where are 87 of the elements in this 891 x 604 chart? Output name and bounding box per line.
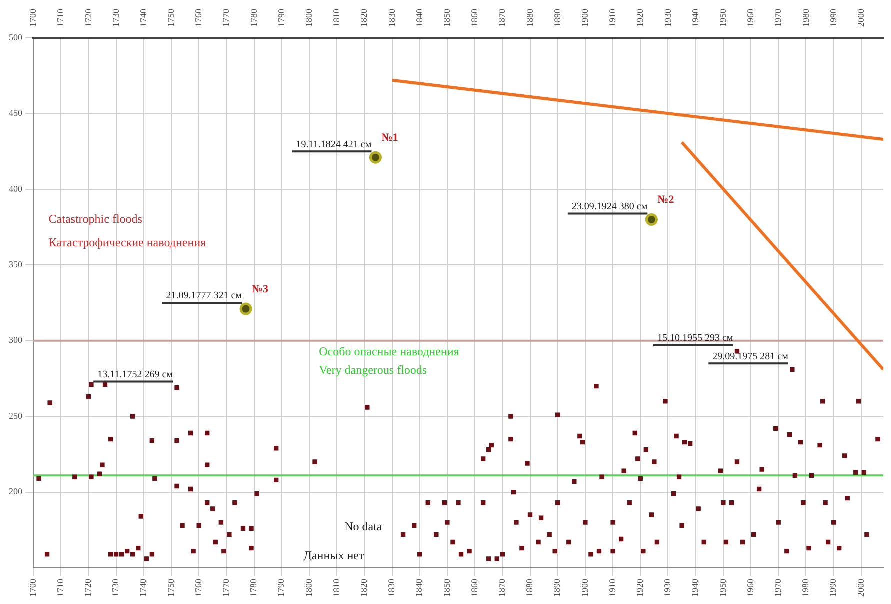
x2-tick-label: 1860 bbox=[469, 578, 480, 597]
x2-tick-label: 2000 bbox=[856, 578, 866, 597]
x-tick-label: 1910 bbox=[608, 8, 618, 27]
x-tick-label: 1750 bbox=[166, 8, 176, 27]
point bbox=[645, 213, 658, 226]
x2-tick-label: 1920 bbox=[635, 578, 645, 597]
point bbox=[369, 151, 382, 164]
annotation: №1 bbox=[382, 132, 398, 144]
x-tick-label: 1890 bbox=[552, 8, 562, 27]
annotation: №2 bbox=[658, 194, 675, 206]
x2-tick-label: 1820 bbox=[359, 578, 370, 597]
annotation: Катастрофические наводнения bbox=[48, 235, 207, 250]
x2-tick-label: 1710 bbox=[55, 578, 66, 597]
annotation: No data bbox=[344, 519, 383, 534]
annotation: Catastrophic floods bbox=[48, 212, 143, 226]
x2-tick-label: 1800 bbox=[304, 578, 314, 597]
x2-tick-label: 1870 bbox=[497, 578, 508, 597]
x-tick-label: 1770 bbox=[221, 8, 232, 27]
x2-tick-label: 1900 bbox=[580, 578, 590, 597]
x2-tick-label: 1790 bbox=[276, 578, 286, 597]
annotation: 15.10.1955 293 см bbox=[657, 333, 734, 344]
x2-tick-label: 1760 bbox=[193, 578, 204, 597]
annotation: Данных нет bbox=[304, 548, 365, 562]
x-tick-label: 1730 bbox=[110, 8, 121, 27]
annotation: 29.09.1975 281 см bbox=[712, 351, 790, 362]
x-tick-label: 1990 bbox=[828, 8, 838, 27]
x2-tick-label: 1880 bbox=[524, 578, 535, 597]
x-tick-label: 1980 bbox=[800, 8, 811, 27]
x2-tick-label: 1990 bbox=[828, 578, 838, 597]
x-tick-label: 1820 bbox=[359, 8, 370, 27]
x-tick-label: 1830 bbox=[386, 8, 397, 27]
x2-tick-label: 1930 bbox=[662, 578, 673, 597]
x-tick-label: 1710 bbox=[56, 8, 66, 27]
x2-tick-label: 1720 bbox=[83, 578, 94, 597]
x2-tick-label: 1740 bbox=[138, 578, 148, 597]
x-tick-label: 1740 bbox=[138, 8, 148, 27]
x-tick-label: 1850 bbox=[442, 8, 452, 27]
x-tick-label: 2000 bbox=[856, 8, 866, 27]
y-tick-label: 450 bbox=[9, 108, 23, 118]
annotation: Very dangerous floods bbox=[319, 362, 428, 377]
x2-tick-label: 1840 bbox=[414, 578, 424, 597]
x-tick-label: 1720 bbox=[83, 8, 94, 27]
x-tick-label: 1960 bbox=[746, 8, 756, 27]
x2-tick-label: 1980 bbox=[800, 578, 811, 597]
x2-tick-label: 1850 bbox=[442, 578, 452, 597]
annotation: №3 bbox=[252, 283, 270, 296]
x-tick-label: 1860 bbox=[470, 8, 480, 27]
y-tick-label: 200 bbox=[9, 486, 23, 497]
annotation: 19.11.1824 421 см bbox=[296, 139, 372, 150]
x2-tick-label: 1730 bbox=[110, 578, 121, 597]
y-tick-label: 300 bbox=[9, 335, 23, 346]
x-tick-label: 1940 bbox=[690, 8, 700, 27]
x-tick-label: 1800 bbox=[304, 8, 314, 27]
y-tick-label: 400 bbox=[9, 184, 23, 194]
x-tick-label: 1930 bbox=[662, 8, 673, 27]
x-tick-label: 1950 bbox=[718, 8, 728, 27]
x-tick-label: 1810 bbox=[332, 8, 342, 27]
x2-tick-label: 1940 bbox=[690, 578, 700, 597]
x2-tick-label: 1700 bbox=[28, 578, 38, 597]
x-tick-label: 1900 bbox=[580, 8, 590, 27]
annotation: Особо опасные наводнения bbox=[319, 344, 460, 358]
x2-tick-label: 1780 bbox=[248, 578, 259, 597]
x2-tick-label: 1750 bbox=[166, 578, 176, 597]
annotation: 23.09.1924 380 см bbox=[572, 201, 648, 212]
y-tick-label: 500 bbox=[9, 32, 23, 42]
x2-tick-label: 1770 bbox=[221, 578, 232, 597]
x-tick-label: 1790 bbox=[276, 8, 286, 27]
x-tick-label: 1880 bbox=[524, 8, 535, 27]
x2-tick-label: 1960 bbox=[745, 578, 756, 597]
x2-tick-label: 1890 bbox=[552, 578, 562, 597]
x2-tick-label: 1910 bbox=[607, 578, 618, 597]
y-tick-label: 350 bbox=[9, 260, 23, 270]
x-tick-label: 1840 bbox=[414, 8, 424, 27]
x2-tick-label: 1970 bbox=[772, 578, 783, 597]
x2-tick-label: 1810 bbox=[331, 578, 342, 597]
annotation: 13.11.1752 269 см bbox=[98, 369, 174, 380]
x2-tick-label: 1830 bbox=[386, 578, 397, 597]
x-tick-label: 1920 bbox=[635, 8, 646, 27]
x-tick-label: 1760 bbox=[194, 8, 204, 27]
x-tick-label: 1970 bbox=[773, 8, 784, 27]
x-tick-label: 1870 bbox=[497, 8, 508, 27]
annotation: 21.09.1777 321 см bbox=[166, 290, 243, 302]
point bbox=[240, 302, 252, 316]
x2-tick-label: 1950 bbox=[718, 578, 728, 597]
x-tick-label: 1780 bbox=[248, 8, 259, 27]
x-tick-label: 1700 bbox=[28, 8, 38, 27]
y-tick-label: 250 bbox=[9, 410, 23, 421]
